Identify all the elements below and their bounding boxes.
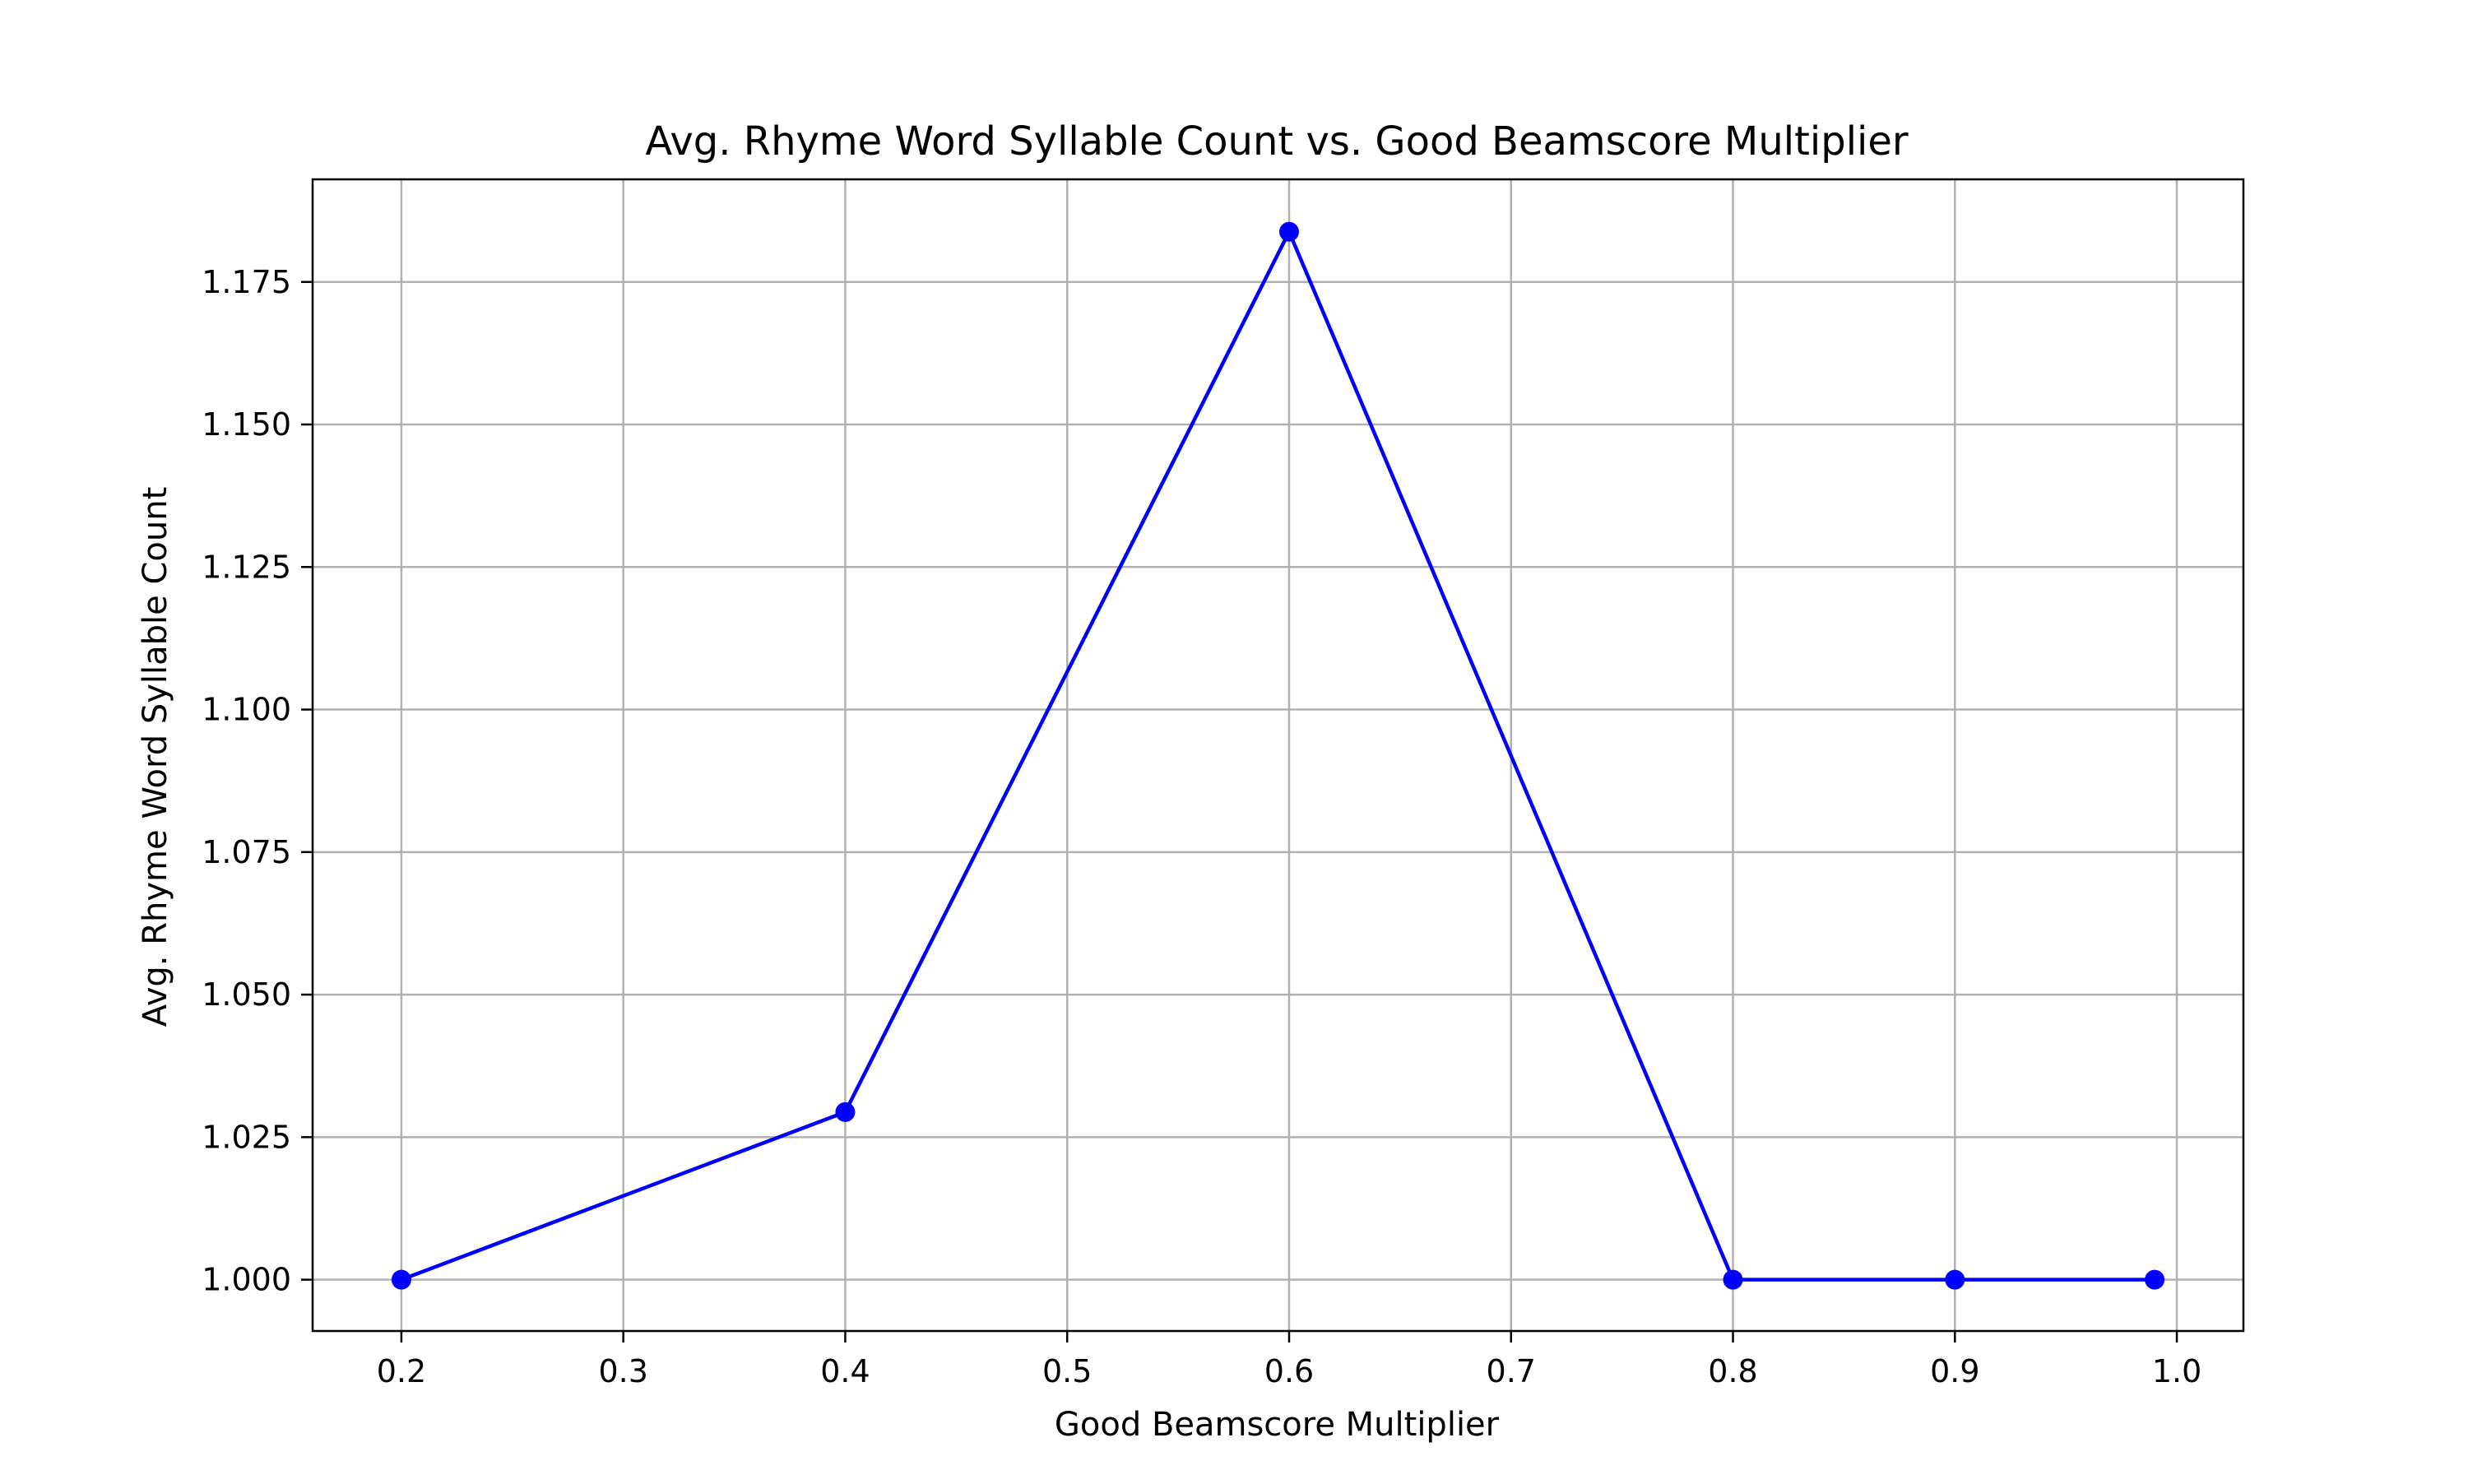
data-point: [1278, 221, 1299, 242]
ticks: 0.2 0.3 0.4 0.5 0.6 0.7 0.8 0.9 1.0 1.000 1.025 1.0…: [202, 264, 2201, 1389]
x-tick-label: 0.2: [377, 1353, 426, 1389]
x-tick-label: 0.4: [820, 1353, 870, 1389]
data-point: [1723, 1269, 1743, 1290]
y-tick-label: 1.000: [202, 1262, 291, 1298]
y-tick-label: 1.025: [202, 1119, 291, 1155]
y-tick-label: 1.150: [202, 406, 291, 443]
x-tick-label: 0.7: [1487, 1353, 1536, 1389]
x-axis-label: Good Beamscore Multiplier: [1055, 1406, 1500, 1444]
y-tick-label: 1.125: [202, 549, 291, 585]
series-layer: [391, 221, 2165, 1290]
x-tick-label: 0.8: [1708, 1353, 1757, 1389]
x-tick-label: 1.0: [2152, 1353, 2201, 1389]
series-line: [401, 230, 2155, 1282]
y-tick-label: 1.075: [202, 834, 291, 870]
data-point: [391, 1269, 411, 1290]
y-tick-label: 1.100: [202, 692, 291, 728]
y-tick-label: 1.050: [202, 976, 291, 1013]
x-tick-label: 0.9: [1930, 1353, 1979, 1389]
x-tick-label: 0.6: [1264, 1353, 1314, 1389]
y-tick-label: 1.175: [202, 264, 291, 300]
plot-frame: [311, 178, 2245, 1333]
data-point: [835, 1101, 856, 1122]
x-tick-label: 0.3: [598, 1353, 647, 1389]
data-point: [2145, 1269, 2165, 1290]
chart-title: Avg. Rhyme Word Syllable Count vs. Good …: [645, 118, 1909, 165]
x-tick-label: 0.5: [1042, 1353, 1092, 1389]
data-point: [1945, 1269, 1965, 1290]
y-axis-label: Avg. Rhyme Word Syllable Count: [137, 487, 174, 1027]
